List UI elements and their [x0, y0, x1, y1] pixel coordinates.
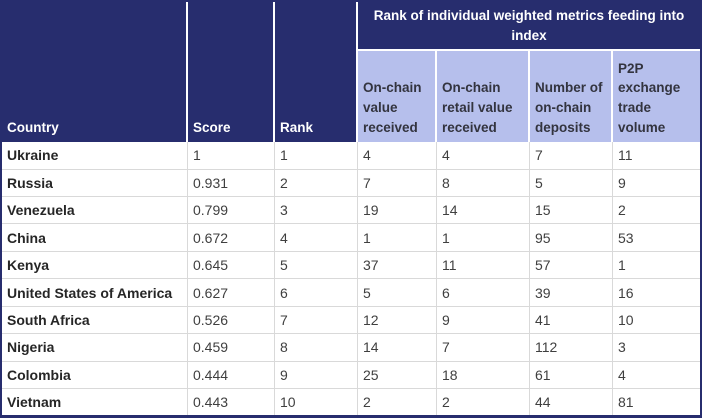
metric-cell: 15 [530, 197, 613, 225]
country-cell: Colombia [2, 361, 188, 390]
table-row: Ukraine 1 1 4 4 7 11 [2, 142, 700, 170]
metric-cell: 19 [358, 197, 437, 225]
metric-cell: 6 [437, 279, 530, 307]
rank-cell: 10 [275, 389, 358, 415]
column-header-onchain-deposits: Number of on-chain deposits [530, 51, 613, 143]
column-header-onchain-retail-value: On-chain retail value received [437, 51, 530, 143]
metrics-group-header: Rank of individual weighted metrics feed… [358, 2, 700, 52]
metric-cell: 11 [613, 142, 700, 170]
table-row: Nigeria 0.459 8 14 7 112 3 [2, 334, 700, 362]
metric-cell: 14 [358, 334, 437, 362]
country-cell: Venezuela [2, 197, 188, 225]
country-cell: South Africa [2, 306, 188, 335]
metric-cell: 1 [358, 224, 437, 252]
country-cell: China [2, 224, 188, 252]
metric-cell: 7 [437, 334, 530, 362]
table-row: Russia 0.931 2 7 8 5 9 [2, 169, 700, 197]
metric-cell: 81 [613, 389, 700, 415]
metric-cell: 11 [437, 251, 530, 280]
country-cell: Kenya [2, 251, 188, 280]
column-header-p2p-volume: P2P exchange trade volume [613, 51, 700, 143]
metric-cell: 4 [613, 361, 700, 390]
metric-cell: 25 [358, 361, 437, 390]
rank-cell: 5 [275, 251, 358, 280]
metric-cell: 1 [613, 251, 700, 280]
metric-cell: 3 [613, 334, 700, 362]
metric-cell: 44 [530, 389, 613, 415]
metric-cell: 16 [613, 279, 700, 307]
table-row: China 0.672 4 1 1 95 53 [2, 224, 700, 252]
country-cell: Vietnam [2, 389, 188, 415]
score-cell: 0.459 [188, 334, 275, 362]
group-header-row: Country Score Rank Rank of individual we… [2, 2, 700, 143]
rank-cell: 6 [275, 279, 358, 307]
metric-cell: 4 [358, 142, 437, 170]
metric-cell: 57 [530, 251, 613, 280]
score-cell: 0.627 [188, 279, 275, 307]
table-row: South Africa 0.526 7 12 9 41 10 [2, 306, 700, 335]
score-cell: 0.443 [188, 389, 275, 415]
metric-cell: 10 [613, 306, 700, 335]
score-cell: 0.444 [188, 361, 275, 390]
metric-cell: 2 [358, 389, 437, 415]
score-cell: 1 [188, 142, 275, 170]
metric-cell: 9 [613, 169, 700, 197]
metric-cell: 18 [437, 361, 530, 390]
metric-cell: 39 [530, 279, 613, 307]
score-cell: 0.645 [188, 251, 275, 280]
column-header-rank: Rank [275, 2, 358, 143]
table-row: Colombia 0.444 9 25 18 61 4 [2, 361, 700, 390]
country-cell: Nigeria [2, 334, 188, 362]
score-cell: 0.672 [188, 224, 275, 252]
score-cell: 0.526 [188, 306, 275, 335]
metric-cell: 112 [530, 334, 613, 362]
metric-cell: 1 [437, 224, 530, 252]
metric-cell: 9 [437, 306, 530, 335]
table-row: United States of America 0.627 6 5 6 39 … [2, 279, 700, 307]
metric-cell: 37 [358, 251, 437, 280]
metric-cell: 5 [358, 279, 437, 307]
rank-cell: 4 [275, 224, 358, 252]
column-header-onchain-value: On-chain value received [358, 51, 437, 143]
sub-header-row: On-chain value received On-chain retail … [2, 51, 700, 143]
score-cell: 0.931 [188, 169, 275, 197]
metric-cell: 4 [437, 142, 530, 170]
metric-cell: 12 [358, 306, 437, 335]
metric-cell: 2 [613, 197, 700, 225]
table-row: Vietnam 0.443 10 2 2 44 81 [2, 389, 700, 415]
table-row: Kenya 0.645 5 37 11 57 1 [2, 251, 700, 280]
metric-cell: 7 [530, 142, 613, 170]
table-row: Venezuela 0.799 3 19 14 15 2 [2, 197, 700, 225]
metric-cell: 61 [530, 361, 613, 390]
metric-cell: 95 [530, 224, 613, 252]
metric-cell: 53 [613, 224, 700, 252]
metric-cell: 7 [358, 169, 437, 197]
score-cell: 0.799 [188, 197, 275, 225]
metric-cell: 14 [437, 197, 530, 225]
metric-cell: 5 [530, 169, 613, 197]
country-cell: United States of America [2, 279, 188, 307]
rank-cell: 8 [275, 334, 358, 362]
metric-cell: 8 [437, 169, 530, 197]
rank-cell: 3 [275, 197, 358, 225]
rank-cell: 9 [275, 361, 358, 390]
metric-cell: 41 [530, 306, 613, 335]
metric-cell: 2 [437, 389, 530, 415]
column-header-score: Score [188, 2, 275, 143]
country-cell: Russia [2, 169, 188, 197]
column-header-country: Country [2, 2, 188, 143]
rank-cell: 2 [275, 169, 358, 197]
rank-cell: 1 [275, 142, 358, 170]
country-cell: Ukraine [2, 142, 188, 170]
rank-cell: 7 [275, 306, 358, 335]
